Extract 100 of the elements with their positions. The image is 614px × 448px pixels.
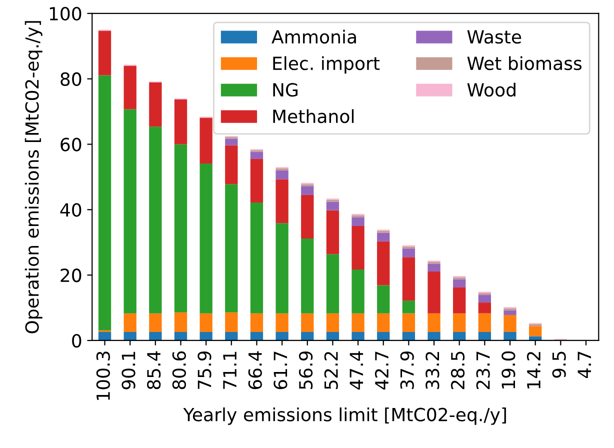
bar bbox=[453, 313, 466, 332]
bar bbox=[326, 210, 340, 254]
bar bbox=[377, 232, 390, 242]
x-tick-label: 47.4 bbox=[350, 351, 364, 390]
y-axis-title: Operation emissions [MtC02-eq./y] bbox=[24, 21, 42, 334]
y-tick-label: 80 bbox=[60, 72, 82, 86]
bar bbox=[428, 271, 440, 314]
bar bbox=[200, 164, 212, 314]
legend-label: Ammonia bbox=[272, 30, 356, 44]
bar bbox=[250, 152, 264, 159]
bar bbox=[428, 332, 440, 340]
bar bbox=[276, 170, 288, 180]
bar bbox=[478, 332, 492, 340]
bar bbox=[149, 82, 162, 127]
bar bbox=[402, 300, 416, 314]
legend-label: Wet biomass bbox=[467, 56, 582, 70]
y-tick-label: 100 bbox=[50, 6, 82, 21]
y-tick-label: 0 bbox=[72, 334, 82, 348]
bar bbox=[174, 144, 188, 312]
bar bbox=[352, 217, 364, 226]
legend-label: Methanol bbox=[273, 109, 354, 124]
bar bbox=[352, 313, 364, 332]
bar bbox=[149, 313, 162, 332]
y-tick-label: 60 bbox=[60, 138, 82, 152]
bar bbox=[276, 332, 288, 340]
bar bbox=[200, 332, 212, 340]
legend-label: Waste bbox=[467, 30, 522, 44]
x-tick-label: 9.5 bbox=[552, 352, 566, 378]
x-tick-label: 42.7 bbox=[374, 352, 388, 390]
bar bbox=[504, 314, 516, 332]
bar bbox=[225, 145, 238, 184]
bar bbox=[428, 264, 440, 272]
bar bbox=[301, 186, 314, 195]
bar bbox=[402, 257, 416, 301]
bar bbox=[174, 312, 188, 332]
y-tick-label: 40 bbox=[60, 203, 82, 217]
x-tick-label: 37.9 bbox=[400, 351, 414, 390]
x-tick-label: 23.7 bbox=[476, 352, 490, 390]
bar bbox=[377, 241, 390, 286]
bar bbox=[124, 109, 136, 314]
x-axis-title: Yearly emissions limit [MtC02-eq./y] bbox=[183, 407, 506, 425]
bar bbox=[478, 295, 492, 303]
bar bbox=[250, 332, 264, 340]
bar bbox=[402, 313, 416, 332]
bar bbox=[453, 332, 466, 340]
legend-label: NG bbox=[273, 83, 298, 97]
x-tick-label: 14.2 bbox=[526, 352, 540, 388]
x-tick-label: 33.2 bbox=[426, 352, 440, 390]
bar bbox=[478, 313, 492, 332]
x-tick-label: 71.1 bbox=[223, 352, 236, 389]
bar bbox=[225, 138, 238, 146]
x-tick-label: 52.2 bbox=[324, 352, 338, 390]
bar bbox=[301, 238, 314, 314]
bar bbox=[352, 332, 364, 340]
bar bbox=[326, 313, 340, 332]
bar bbox=[174, 332, 188, 340]
bar bbox=[225, 332, 238, 340]
bar bbox=[504, 332, 516, 340]
bar bbox=[453, 279, 466, 288]
legend-label: Elec. import bbox=[273, 56, 380, 74]
bar bbox=[174, 99, 188, 144]
bar bbox=[504, 310, 516, 315]
bar bbox=[200, 118, 212, 164]
bar bbox=[124, 66, 136, 110]
bar bbox=[326, 254, 340, 314]
bar bbox=[124, 332, 136, 340]
bar bbox=[326, 202, 340, 210]
bar bbox=[352, 270, 364, 314]
bar bbox=[98, 75, 112, 330]
bar bbox=[377, 313, 390, 332]
bar bbox=[276, 313, 288, 332]
bar bbox=[250, 313, 264, 332]
bar bbox=[301, 332, 314, 340]
bar bbox=[200, 313, 212, 332]
bar bbox=[529, 326, 542, 336]
bar bbox=[149, 332, 162, 340]
x-tick-label: 61.7 bbox=[274, 352, 288, 390]
bar bbox=[250, 202, 264, 314]
x-tick-label: 85.4 bbox=[147, 351, 161, 390]
legend-label: Wood bbox=[467, 82, 516, 97]
bar bbox=[402, 248, 416, 258]
x-tick-label: 75.9 bbox=[198, 351, 212, 389]
y-tick-label: 20 bbox=[60, 268, 82, 282]
bar bbox=[301, 194, 314, 238]
bar bbox=[453, 287, 466, 314]
bar bbox=[98, 30, 112, 76]
bar bbox=[276, 179, 288, 224]
x-tick-label: 66.4 bbox=[248, 351, 262, 390]
x-tick-label: 4.7 bbox=[578, 352, 591, 378]
bar bbox=[301, 313, 314, 332]
x-tick-label: 56.9 bbox=[298, 351, 313, 390]
bar bbox=[478, 302, 492, 314]
bar bbox=[98, 332, 112, 340]
bar bbox=[352, 226, 364, 270]
bar bbox=[124, 313, 136, 332]
x-tick-label: 19.0 bbox=[502, 351, 516, 388]
bar bbox=[250, 158, 264, 202]
bar bbox=[428, 313, 440, 332]
bar bbox=[225, 312, 238, 332]
bar bbox=[377, 332, 390, 340]
